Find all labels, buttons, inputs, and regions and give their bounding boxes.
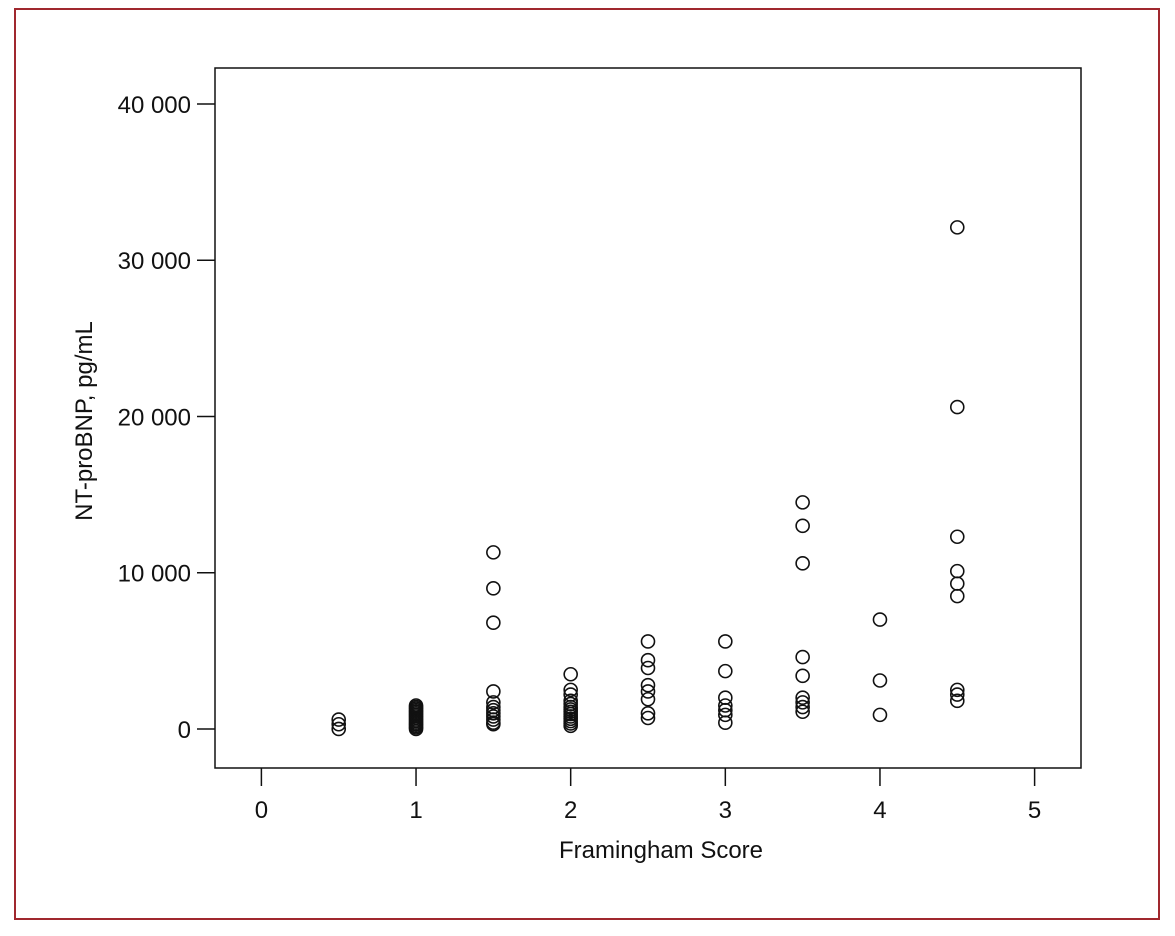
data-point (640, 710, 656, 726)
data-point (486, 695, 501, 710)
y-tick-label: 40 000 (118, 92, 191, 119)
x-axis-label: Framingham Score (559, 837, 763, 864)
data-point (795, 556, 810, 571)
data-point (718, 634, 733, 649)
data-point (795, 668, 810, 684)
y-tick-label: 10 000 (118, 561, 191, 588)
plot-area-border (214, 67, 1082, 769)
data-point (718, 690, 733, 705)
data-point (949, 576, 965, 591)
data-point (795, 695, 810, 710)
x-tick-label: 3 (719, 797, 732, 824)
data-point (486, 615, 501, 630)
data-point (795, 518, 810, 534)
data-point (795, 649, 810, 665)
data-point (949, 693, 965, 709)
x-axis: 0 1 2 3 4 5 (255, 768, 1041, 824)
x-tick-label: 2 (564, 797, 577, 824)
data-point (640, 652, 656, 668)
data-point (949, 687, 965, 702)
data-point (640, 691, 656, 707)
data-point (486, 684, 501, 699)
data-point (949, 682, 965, 698)
y-axis: 0 10 000 20 000 30 000 40 000 (118, 92, 215, 744)
data-point (949, 399, 965, 415)
data-point (872, 673, 888, 688)
data-point (331, 716, 347, 732)
data-point (872, 707, 888, 723)
data-point (640, 706, 656, 721)
y-tick-label: 0 (178, 717, 191, 744)
data-point (563, 693, 578, 709)
y-axis-label: NT-proBNP, pg/mL (71, 321, 98, 521)
y-tick-label: 20 000 (118, 404, 191, 431)
data-point (795, 495, 810, 510)
data-point (872, 612, 888, 627)
data-point (640, 677, 656, 693)
data-point (795, 699, 810, 715)
data-point (408, 698, 424, 713)
data-point (486, 545, 501, 560)
data-point (486, 699, 501, 715)
data-point (949, 529, 965, 545)
data-point (949, 220, 965, 235)
data-point (640, 684, 656, 699)
data-point (563, 682, 578, 698)
data-point (718, 715, 733, 730)
data-point (486, 581, 501, 596)
x-tick-label: 4 (873, 797, 886, 824)
x-tick-label: 0 (255, 797, 268, 824)
data-point (949, 588, 965, 604)
data-point (640, 660, 656, 676)
y-tick-label: 30 000 (118, 248, 191, 275)
data-points (331, 220, 965, 737)
data-point (795, 690, 810, 705)
x-tick-label: 1 (409, 797, 422, 824)
data-point (718, 698, 733, 713)
data-point (718, 707, 733, 723)
data-point (563, 666, 578, 682)
data-point (718, 663, 733, 679)
x-tick-label: 5 (1028, 797, 1041, 824)
data-point (640, 634, 656, 649)
data-point (331, 721, 347, 737)
data-point (563, 687, 578, 702)
data-point (795, 704, 810, 720)
data-point (949, 563, 965, 579)
data-point (331, 712, 347, 727)
